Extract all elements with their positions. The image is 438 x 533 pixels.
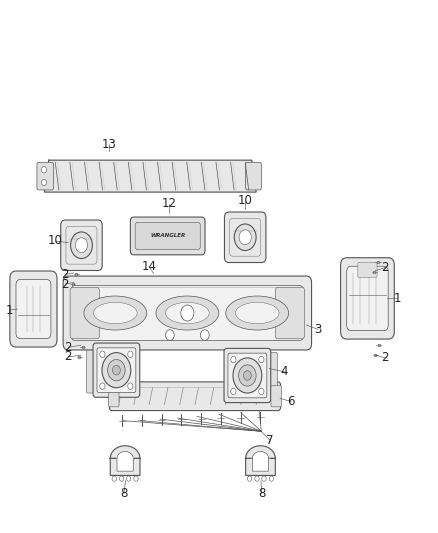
- Ellipse shape: [247, 476, 252, 481]
- Ellipse shape: [231, 388, 236, 394]
- Ellipse shape: [134, 476, 138, 481]
- FancyBboxPatch shape: [358, 263, 377, 277]
- FancyBboxPatch shape: [224, 212, 266, 263]
- Polygon shape: [252, 451, 268, 471]
- Ellipse shape: [156, 296, 219, 330]
- FancyBboxPatch shape: [37, 163, 53, 190]
- FancyBboxPatch shape: [246, 163, 261, 190]
- Text: 3: 3: [314, 322, 321, 336]
- Ellipse shape: [262, 476, 266, 481]
- FancyBboxPatch shape: [228, 353, 267, 398]
- Ellipse shape: [93, 302, 137, 324]
- Ellipse shape: [113, 366, 120, 375]
- FancyBboxPatch shape: [16, 279, 51, 338]
- Ellipse shape: [108, 360, 125, 381]
- Text: 10: 10: [48, 235, 63, 247]
- Ellipse shape: [181, 305, 194, 321]
- Ellipse shape: [226, 296, 289, 330]
- Text: 13: 13: [102, 138, 117, 151]
- Ellipse shape: [100, 351, 105, 358]
- Polygon shape: [246, 446, 276, 475]
- Ellipse shape: [269, 476, 274, 481]
- Ellipse shape: [166, 302, 209, 324]
- Ellipse shape: [84, 296, 147, 330]
- FancyBboxPatch shape: [97, 348, 136, 392]
- Text: 2: 2: [381, 261, 389, 274]
- Text: 2: 2: [62, 268, 69, 281]
- Ellipse shape: [239, 365, 256, 386]
- Text: 12: 12: [161, 197, 176, 211]
- Text: 14: 14: [141, 260, 157, 273]
- Text: 2: 2: [65, 341, 72, 354]
- Text: 10: 10: [238, 194, 253, 207]
- FancyBboxPatch shape: [265, 353, 277, 398]
- FancyBboxPatch shape: [347, 266, 388, 330]
- Text: 2: 2: [62, 278, 69, 290]
- Text: 2: 2: [65, 350, 72, 364]
- Ellipse shape: [127, 476, 131, 481]
- FancyBboxPatch shape: [131, 217, 205, 255]
- Text: 7: 7: [266, 434, 274, 447]
- Ellipse shape: [112, 476, 117, 481]
- FancyBboxPatch shape: [10, 271, 57, 347]
- Ellipse shape: [255, 476, 259, 481]
- Text: 6: 6: [287, 395, 295, 408]
- Ellipse shape: [100, 383, 105, 389]
- Ellipse shape: [233, 358, 262, 393]
- Ellipse shape: [128, 351, 133, 358]
- FancyBboxPatch shape: [86, 348, 99, 393]
- Polygon shape: [110, 446, 140, 475]
- Ellipse shape: [234, 224, 256, 251]
- FancyBboxPatch shape: [93, 343, 140, 397]
- FancyBboxPatch shape: [224, 349, 271, 402]
- Text: 1: 1: [6, 304, 13, 317]
- Text: 8: 8: [258, 487, 265, 500]
- Text: WRANGLER: WRANGLER: [150, 233, 185, 238]
- Ellipse shape: [235, 302, 279, 324]
- Ellipse shape: [41, 179, 46, 185]
- Ellipse shape: [201, 330, 209, 341]
- FancyBboxPatch shape: [276, 287, 304, 339]
- Ellipse shape: [128, 383, 133, 389]
- FancyBboxPatch shape: [271, 385, 282, 407]
- Ellipse shape: [120, 476, 124, 481]
- FancyBboxPatch shape: [71, 286, 303, 341]
- FancyBboxPatch shape: [70, 287, 99, 339]
- Ellipse shape: [231, 357, 236, 363]
- FancyBboxPatch shape: [109, 385, 119, 407]
- FancyBboxPatch shape: [341, 258, 394, 339]
- Polygon shape: [44, 160, 256, 192]
- Ellipse shape: [259, 388, 264, 394]
- Ellipse shape: [166, 330, 174, 341]
- Text: 4: 4: [281, 365, 288, 378]
- Ellipse shape: [244, 370, 251, 380]
- Ellipse shape: [239, 230, 251, 245]
- FancyBboxPatch shape: [61, 220, 102, 270]
- Ellipse shape: [41, 166, 46, 173]
- Ellipse shape: [75, 238, 88, 253]
- Text: 2: 2: [381, 351, 389, 365]
- Text: 1: 1: [393, 292, 401, 305]
- FancyBboxPatch shape: [135, 222, 200, 249]
- Ellipse shape: [102, 353, 131, 387]
- Polygon shape: [117, 451, 133, 471]
- Ellipse shape: [259, 357, 264, 363]
- FancyBboxPatch shape: [110, 382, 281, 410]
- FancyBboxPatch shape: [63, 276, 311, 350]
- Text: 8: 8: [120, 487, 127, 500]
- Ellipse shape: [71, 232, 92, 259]
